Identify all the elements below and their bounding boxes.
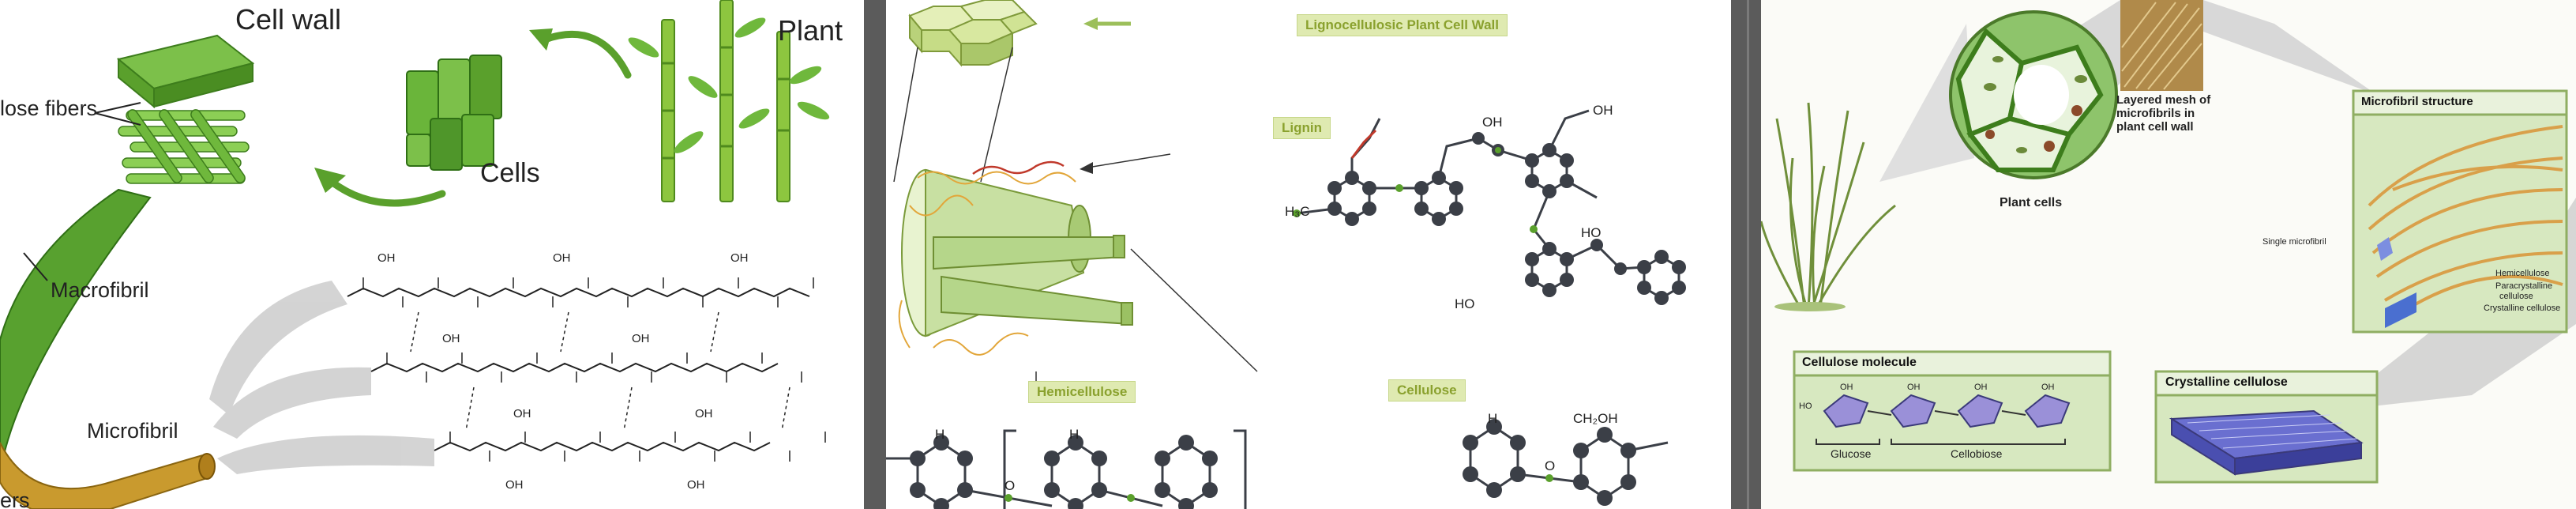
hemicellulose-tag: Hemicellulose <box>1028 381 1136 403</box>
plant-label: Plant <box>778 14 843 47</box>
flow-arrows <box>328 30 632 207</box>
lignin-atoms <box>1327 132 1686 305</box>
o-label: O <box>1545 458 1556 473</box>
oh-label: OH <box>513 407 531 420</box>
oh-label: OH <box>695 407 713 420</box>
fibers-bottom-label: ers <box>0 488 30 509</box>
cellulose-molecule-box <box>1793 350 2112 472</box>
microfibril-label: Microfibril <box>87 419 178 443</box>
panel-a-drawing <box>0 0 830 509</box>
oh-label: OH <box>1840 383 1853 392</box>
ho-label: HO <box>1581 225 1602 240</box>
panel-gap <box>1731 0 1761 509</box>
cell-wall-label: Cell wall <box>235 3 342 36</box>
oh-label: OH <box>377 251 396 265</box>
oh-label: OH <box>553 251 571 265</box>
hexagon-cell-wall <box>908 0 1038 67</box>
oh-label: OH <box>1482 115 1503 130</box>
oh-label: OH <box>687 478 705 492</box>
microfibril-photo <box>2120 0 2203 91</box>
panel-b-drawing <box>886 0 1686 509</box>
microfibril-structure-title: Microfibril structure <box>2361 95 2473 108</box>
paracrystalline-line-1: Paracrystalline <box>2495 281 2553 291</box>
h-label: H <box>1488 411 1498 426</box>
microfibril-sweep <box>0 442 208 509</box>
panel-gap <box>864 0 886 509</box>
panel-cellulose-hierarchy: Layered mesh of microfibrils in plant ce… <box>1761 0 2576 509</box>
paracrystalline-line-2: cellulose <box>2499 292 2533 301</box>
plant-cells-circle <box>1949 10 2118 179</box>
oh-label: OH <box>730 251 749 265</box>
macrofibril-label: Macrofibril <box>51 278 149 302</box>
microfibril-structure-box <box>2352 89 2568 334</box>
oh-label: OH <box>505 478 524 492</box>
grass-plant <box>1761 102 1896 309</box>
methoxy-label: H₃C <box>1285 204 1310 219</box>
cellulose-fibers-label: lose fibers <box>0 96 98 120</box>
cellobiose-label: Cellobiose <box>1951 447 2003 460</box>
cellulose-tag: Cellulose <box>1388 379 1466 402</box>
panel-border <box>1747 0 1749 509</box>
oh-label: OH <box>1593 103 1613 118</box>
oh-label: OH <box>2041 383 2055 392</box>
ho-label: HO <box>1455 296 1475 311</box>
panel-plant-to-cellulose: Cell wall Plant Cells lose fibers Macrof… <box>0 0 864 509</box>
plant-cells-label: Plant cells <box>2000 196 2063 209</box>
fibril-bundle <box>898 160 1133 356</box>
lignin-tag: Lignin <box>1273 117 1331 139</box>
arrow-head-cells-to-wall <box>314 168 346 193</box>
lignocellulosic-wall-tag: Lignocellulosic Plant Cell Wall <box>1297 14 1508 36</box>
layered-mesh-line-1: Layered mesh of <box>2116 93 2211 107</box>
oh-label: OH <box>442 332 460 345</box>
cellulose-chains <box>347 277 826 462</box>
polymer-ribbons <box>209 281 434 474</box>
glucose-label: Glucose <box>1831 447 1872 460</box>
cellulose-molecule-title: Cellulose molecule <box>1802 356 1917 369</box>
bamboo-plant <box>628 0 830 202</box>
oh-label: OH <box>632 332 650 345</box>
crystalline-cellulose-box <box>2154 370 2379 484</box>
oh-label: OH <box>1907 383 1921 392</box>
cell-wall-block <box>116 34 255 184</box>
hemicellulose-label: Hemicellulose <box>2495 269 2550 278</box>
cells-block <box>406 55 502 171</box>
oh-label: OH <box>1974 383 1988 392</box>
panel-c-drawing <box>1761 0 2576 484</box>
cells-label: Cells <box>480 158 540 188</box>
single-microfibril-label: Single microfibril <box>2262 237 2326 247</box>
arrow-head-plant-to-cells <box>529 28 553 51</box>
layered-mesh-line-2: microfibrils in <box>2116 107 2195 120</box>
panel-lignocellulose: Lignocellulosic Plant Cell Wall Lignin H… <box>886 0 1731 509</box>
layered-mesh-line-3: plant cell wall <box>2116 120 2194 134</box>
o-label: O <box>1004 478 1016 493</box>
crystalline-cellulose-title: Crystalline cellulose <box>2165 375 2288 389</box>
h-label: H <box>935 427 945 442</box>
ho-label: HO <box>1799 402 1812 411</box>
ch2oh-label: CH₂OH <box>1573 411 1618 426</box>
h-label: H <box>1069 427 1080 442</box>
crystalline-cellulose-small-label: Crystalline cellulose <box>2484 304 2561 313</box>
